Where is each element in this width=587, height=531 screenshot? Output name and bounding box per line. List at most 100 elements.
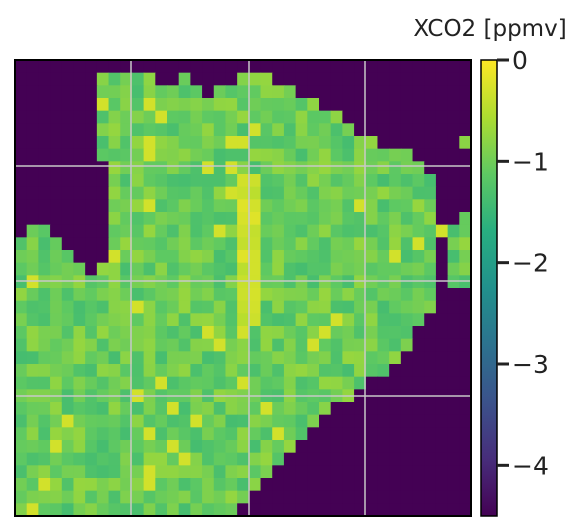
heatmap-cell	[295, 465, 308, 479]
heatmap-cell	[272, 427, 285, 441]
heatmap-cell	[213, 123, 227, 137]
heatmap-cell	[330, 262, 343, 276]
heatmap-cell	[307, 262, 320, 276]
heatmap-cell	[237, 478, 250, 492]
heatmap-cell	[412, 503, 425, 517]
heatmap-cell	[319, 452, 332, 466]
heatmap-cell	[120, 262, 133, 276]
heatmap-cell	[85, 427, 98, 441]
heatmap-cell	[178, 148, 191, 162]
heatmap-cell	[225, 250, 238, 264]
heatmap-cell	[15, 300, 28, 314]
heatmap-cell	[389, 338, 402, 352]
heatmap-cell	[108, 427, 121, 441]
heatmap-cell	[435, 174, 449, 188]
heatmap-cell	[190, 440, 203, 454]
heatmap-cell	[213, 300, 227, 314]
heatmap-cell	[365, 326, 379, 340]
heatmap-cell	[365, 237, 379, 251]
heatmap-cell	[424, 136, 437, 150]
heatmap-cell	[342, 465, 355, 479]
heatmap-cell	[412, 402, 425, 416]
heatmap-cell	[73, 98, 86, 112]
heatmap-cell	[447, 98, 460, 112]
heatmap-cell	[190, 174, 203, 188]
heatmap-cell	[260, 414, 273, 428]
heatmap-cell	[61, 326, 75, 340]
heatmap-cell	[435, 376, 449, 390]
heatmap-cell	[213, 465, 227, 479]
heatmap-cell	[342, 376, 355, 390]
heatmap-cell	[167, 85, 180, 99]
heatmap-cell	[50, 465, 63, 479]
heatmap-cell	[412, 490, 425, 504]
heatmap-cell	[108, 98, 121, 112]
heatmap-cell	[307, 148, 320, 162]
heatmap-cell	[389, 148, 402, 162]
heatmap-cell	[202, 174, 215, 188]
heatmap-cell	[143, 300, 156, 314]
heatmap-cell	[365, 351, 379, 365]
heatmap-cell	[342, 402, 355, 416]
heatmap-cell	[400, 414, 414, 428]
heatmap-cell	[237, 224, 250, 238]
heatmap-cell	[15, 288, 28, 302]
heatmap-cell	[365, 72, 379, 86]
heatmap-cell	[260, 351, 273, 365]
heatmap-cell	[120, 136, 133, 150]
heatmap-cell	[73, 110, 86, 124]
heatmap-cell	[85, 452, 98, 466]
heatmap-cell	[330, 98, 343, 112]
heatmap-cell	[213, 60, 227, 74]
heatmap-cell	[295, 478, 308, 492]
heatmap-cell	[120, 237, 133, 251]
heatmap-cell	[447, 85, 460, 99]
heatmap-cell	[225, 351, 238, 365]
heatmap-cell	[73, 503, 86, 517]
heatmap-cell	[365, 465, 379, 479]
heatmap-cell	[342, 262, 355, 276]
heatmap-cell	[108, 110, 121, 124]
heatmap-cell	[272, 465, 285, 479]
heatmap-cell	[96, 440, 110, 454]
heatmap-cell	[15, 478, 28, 492]
heatmap-cell	[447, 136, 460, 150]
heatmap-cell	[365, 364, 379, 378]
heatmap-cell	[283, 300, 297, 314]
heatmap-cell	[85, 402, 98, 416]
heatmap-cell	[295, 376, 308, 390]
heatmap-cell	[15, 136, 28, 150]
heatmap-cell	[190, 326, 203, 340]
heatmap-cell	[178, 503, 191, 517]
heatmap-cell	[412, 465, 425, 479]
heatmap-cell	[108, 72, 121, 86]
heatmap-cell	[202, 110, 215, 124]
heatmap-cell	[307, 503, 320, 517]
heatmap-cell	[120, 465, 133, 479]
heatmap-cell	[435, 300, 449, 314]
heatmap-cell	[377, 364, 390, 378]
heatmap-cell	[108, 262, 121, 276]
heatmap-cell	[260, 136, 273, 150]
heatmap-cell	[15, 72, 28, 86]
heatmap-cell	[155, 85, 168, 99]
heatmap-cell	[131, 224, 145, 238]
heatmap-cell	[400, 72, 414, 86]
heatmap-cell	[155, 72, 168, 86]
heatmap-cell	[424, 85, 437, 99]
heatmap-cell	[248, 72, 262, 86]
heatmap-cell	[85, 212, 98, 226]
heatmap-cell	[61, 199, 75, 213]
heatmap-cell	[15, 199, 28, 213]
heatmap-cell	[447, 402, 460, 416]
heatmap-cell	[342, 414, 355, 428]
heatmap-cell	[120, 148, 133, 162]
heatmap-cell	[15, 414, 28, 428]
heatmap-cell	[50, 161, 63, 175]
heatmap-cells	[15, 60, 472, 517]
heatmap-cell	[120, 351, 133, 365]
heatmap-cell	[389, 161, 402, 175]
heatmap-cell	[400, 237, 414, 251]
heatmap-cell	[342, 250, 355, 264]
heatmap-cell	[143, 351, 156, 365]
